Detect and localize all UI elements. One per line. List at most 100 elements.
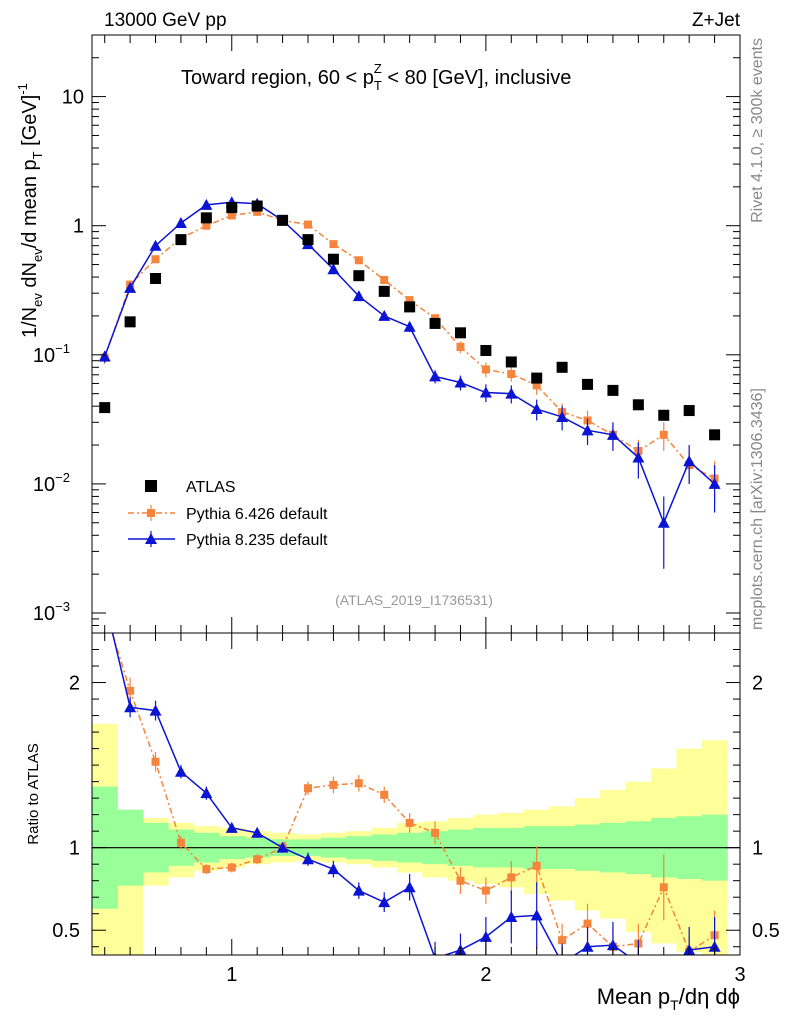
ratio-plot-area — [92, 604, 740, 968]
pythia8-point — [454, 376, 467, 388]
main-ylabel: 1/Nev dNev/d mean pT [GeV]-1 — [15, 83, 45, 338]
atlas-point — [531, 372, 543, 384]
atlas-point — [378, 285, 390, 297]
atlas-point — [505, 356, 517, 368]
process-label: Z+Jet — [692, 10, 741, 31]
xlabel-text: Mean p — [597, 984, 670, 1009]
ratio-pythia8-point — [251, 826, 264, 838]
atlas-point — [226, 202, 238, 214]
legend-pythia6-label: Pythia 6.426 default — [186, 506, 328, 523]
ratio-xlabel: Mean pT/dη dϕ — [597, 984, 740, 1013]
ylabel-part-7: -1 — [15, 83, 30, 95]
ratio-pythia6-point — [176, 838, 185, 847]
atlas-point — [327, 253, 339, 265]
ratio-x-tick-label: 3 — [734, 964, 745, 986]
ratio-y-tick-label-right: 1 — [752, 838, 763, 860]
ylabel-part-4: /d mean p — [19, 159, 41, 248]
pythia8-point — [429, 370, 442, 382]
ratio-pythia6-point — [126, 686, 135, 695]
pythia8-point — [124, 281, 137, 293]
ratio-pythia6-point — [253, 855, 262, 864]
legend-atlas-marker — [145, 480, 157, 492]
title-sub: T — [374, 78, 382, 93]
title-tail: < 80 [GeV], inclusive — [382, 67, 572, 89]
main-plot-area — [98, 196, 721, 569]
pythia8-line — [104, 201, 716, 525]
main-y-tick-label-base: 10 — [33, 345, 55, 367]
ratio-pythia8-point — [378, 896, 391, 908]
main-y-tick-label-exp: −3 — [55, 599, 70, 614]
analysis-watermark: (ATLAS_2019_I1736531) — [335, 592, 493, 608]
atlas-point — [277, 214, 289, 226]
ratio-ticks: 0.5 0.5 1 1 2 2 1 2 3 — [52, 633, 780, 986]
atlas-point — [454, 327, 466, 339]
ratio-pythia6-point — [227, 863, 236, 872]
pythia6-line — [103, 211, 715, 480]
pythia6-point — [507, 370, 516, 379]
ratio-pythia8-point — [200, 787, 213, 799]
pythia6-point — [659, 430, 668, 439]
ratio-pythia8-point — [276, 841, 289, 853]
pythia8-point — [200, 198, 213, 210]
pythia6-point — [202, 221, 211, 230]
ratio-pythia8-point — [352, 884, 365, 896]
atlas-point — [99, 402, 111, 414]
ylabel-part-2: dN — [19, 262, 41, 293]
ratio-pythia8-point — [225, 821, 238, 833]
ratio-y-tick-label-right: 2 — [752, 673, 763, 695]
legend-pythia8-label: Pythia 8.235 default — [186, 532, 328, 549]
title-text: Toward region, 60 < p — [181, 67, 374, 89]
rivet-label: Rivet 4.1.0, ≥ 300k events — [749, 38, 766, 223]
ylabel-part-6: [GeV] — [19, 95, 41, 152]
pythia8-point — [708, 477, 721, 489]
main-y-tick-label-base: 10 — [33, 603, 55, 625]
ratio-pythia8-point — [149, 704, 162, 716]
xlabel-sub: T — [670, 997, 679, 1013]
energy-label: 13000 GeV pp — [104, 10, 227, 31]
pythia6-point — [405, 296, 414, 305]
ylabel-part-1: ev — [30, 293, 45, 307]
atlas-point — [658, 409, 670, 421]
legend: ATLAS Pythia 6.426 default Pythia 8.235 … — [128, 479, 328, 549]
ratio-clipped-group — [92, 604, 740, 968]
pythia8-point — [149, 239, 162, 251]
ratio-pythia8-point — [556, 957, 568, 968]
pythia6-point — [456, 342, 465, 351]
ratio-frame — [91, 632, 741, 956]
pythia8-point — [606, 428, 619, 440]
main-y-tick-label: 1 — [73, 216, 84, 238]
ratio-pythia6-point — [304, 784, 312, 793]
ratio-pythia6-point — [431, 828, 440, 837]
ratio-pythia8-point — [479, 930, 492, 942]
atlas-point — [353, 270, 365, 282]
ratio-pythia6-point — [329, 780, 338, 789]
atlas-point — [632, 399, 644, 411]
ratio-pythia6-point — [101, 604, 109, 612]
ylabel-part-5: T — [30, 151, 45, 159]
ratio-pythia6-point — [405, 818, 414, 827]
pythia6-point — [151, 255, 160, 264]
atlas-point — [404, 301, 416, 313]
pythia8-point — [657, 516, 670, 528]
pythia6-point — [380, 275, 389, 284]
ratio-panel: Ratio to ATLAS 0.5 0.5 1 1 2 2 1 2 3 Mean pT/dη … — [25, 604, 780, 1013]
ratio-pythia6-point — [532, 861, 541, 870]
pythia8-point — [98, 350, 111, 362]
main-y-tick-label: 10−3 — [33, 599, 70, 625]
pythia8-point — [352, 290, 365, 302]
pythia6-point — [532, 381, 541, 390]
atlas-point — [582, 378, 594, 390]
atlas-point — [200, 212, 212, 224]
title-sup: Z — [374, 61, 382, 76]
pythia8-point — [530, 403, 543, 415]
main-y-tick-label: 10−2 — [33, 470, 70, 496]
ylabel-part-0: 1/N — [19, 307, 41, 338]
ratio-y-tick-label: 0.5 — [52, 920, 80, 942]
ratio-pythia6-point — [558, 936, 567, 945]
ratio-pythia6-point — [151, 757, 160, 766]
ratio-pythia8-point — [403, 881, 416, 893]
ratio-pythia6-point — [507, 873, 516, 882]
pythia6-point — [253, 207, 262, 216]
